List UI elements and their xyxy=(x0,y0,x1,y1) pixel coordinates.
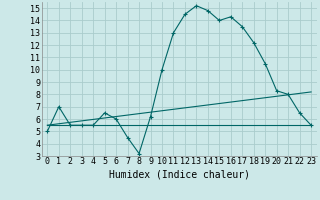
X-axis label: Humidex (Indice chaleur): Humidex (Indice chaleur) xyxy=(109,169,250,179)
